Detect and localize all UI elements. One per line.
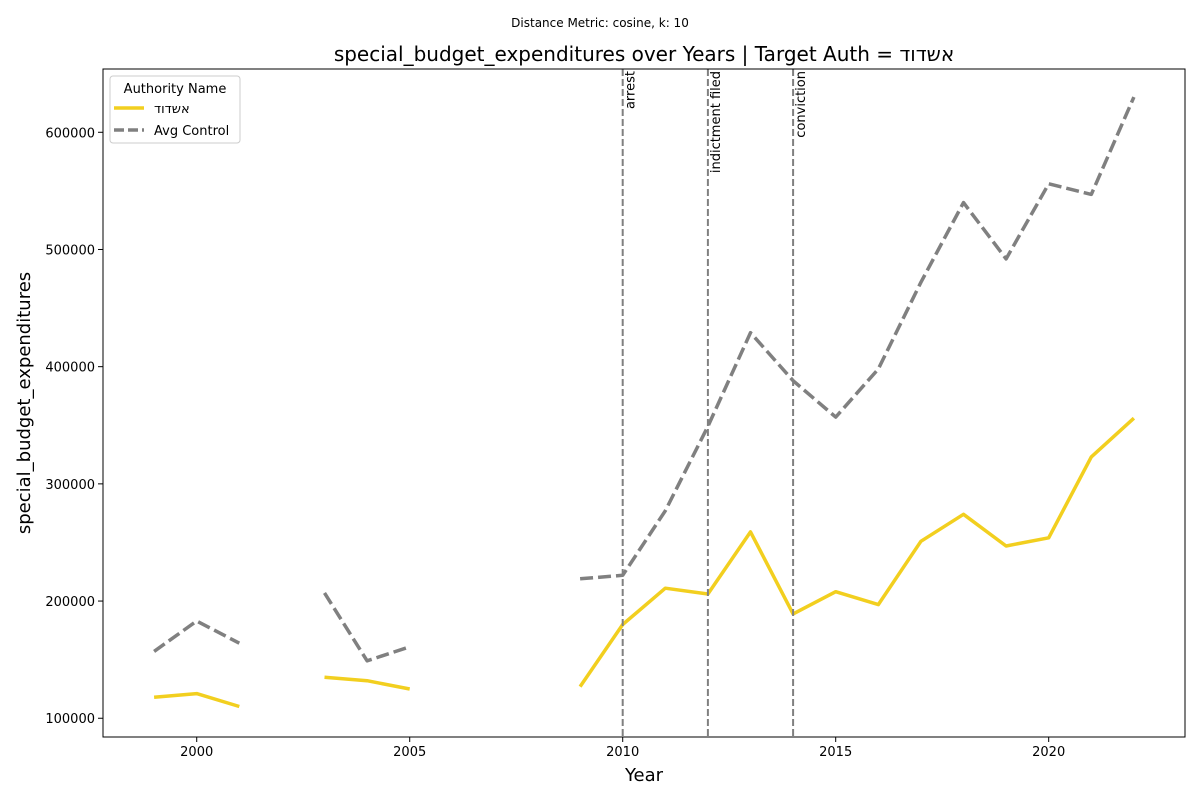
- legend-entry-1: Avg Control: [154, 124, 229, 139]
- event-label-1: indictment filed: [709, 71, 724, 173]
- figure-suptitle: Distance Metric: cosine, k: 10: [511, 16, 689, 30]
- plot-frame: [102, 68, 1186, 738]
- event-label-2: conviction: [794, 71, 809, 138]
- series-line-1-segment-1: [323, 591, 411, 663]
- plot-area: arrest indictment filed conviction: [153, 69, 1136, 737]
- series-line-1-segment-2: [579, 96, 1136, 581]
- x-tick-label-1: 2005: [393, 745, 426, 760]
- y-tick-label-2: 300000: [45, 478, 95, 493]
- y-axis-label: special_budget_expenditures: [14, 272, 35, 534]
- legend-box: [109, 75, 241, 144]
- series-line-1-segment-0: [153, 619, 241, 653]
- y-axis: 100000 200000 300000 400000 500000 600000: [45, 126, 103, 727]
- y-tick-label-0: 100000: [45, 712, 95, 727]
- x-axis: 2000 2005 2010 2015 2020: [180, 737, 1065, 760]
- y-tick-label-1: 200000: [45, 595, 95, 610]
- series-line-0-segment-2: [578, 416, 1136, 688]
- event-label-0: arrest: [624, 71, 639, 109]
- legend-title: Authority Name: [124, 82, 227, 97]
- legend: Authority Name אשדוד Avg Control: [109, 75, 241, 144]
- series-line-0-segment-1: [324, 675, 411, 691]
- x-axis-label: Year: [624, 765, 664, 786]
- legend-entry-0: אשדוד: [154, 102, 190, 117]
- y-tick-label-3: 400000: [45, 361, 95, 376]
- x-tick-label-0: 2000: [180, 745, 213, 760]
- x-tick-label-3: 2015: [819, 745, 852, 760]
- x-tick-label-2: 2010: [606, 745, 639, 760]
- x-tick-label-4: 2020: [1032, 745, 1065, 760]
- y-tick-label-4: 500000: [45, 243, 95, 258]
- chart-title: special_budget_expenditures over Years |…: [334, 42, 954, 66]
- series-line-0-segment-0: [153, 691, 240, 709]
- y-tick-label-5: 600000: [45, 126, 95, 141]
